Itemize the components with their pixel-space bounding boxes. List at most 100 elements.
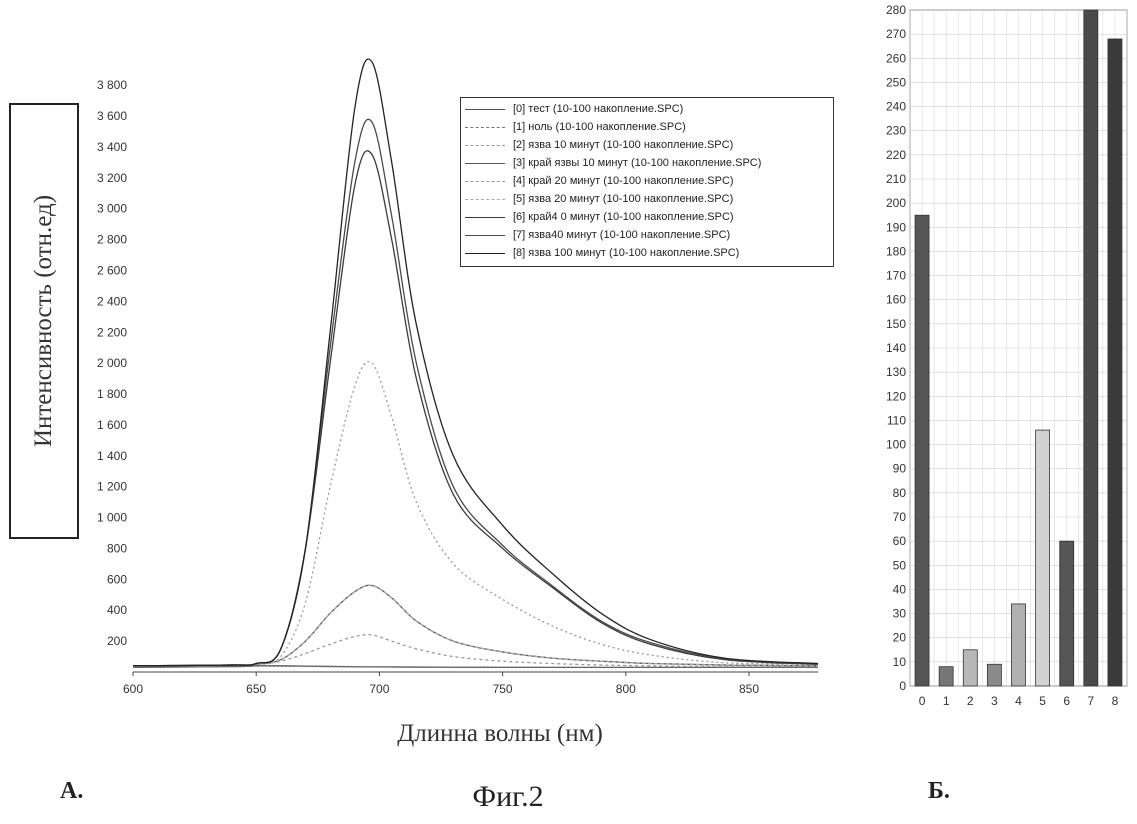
y-tick-label: 190: [886, 220, 906, 234]
figure-caption: Фиг.2: [472, 780, 543, 814]
y-tick-label: 1 400: [97, 449, 127, 463]
y-tick-label: 200: [886, 196, 906, 210]
x-tick-label: 8: [1112, 694, 1119, 708]
y-tick-label: 220: [886, 148, 906, 162]
bar: [915, 215, 929, 686]
series-line: [133, 635, 818, 667]
y-tick-label: 3 800: [97, 78, 127, 92]
x-tick-label: 4: [1015, 694, 1022, 708]
y-tick-label: 240: [886, 100, 906, 114]
legend-item: [6] край4 0 минут (10-100 накопление.SPC…: [465, 208, 734, 226]
y-tick-label: 280: [886, 3, 906, 17]
panel-b-label: Б.: [928, 778, 950, 805]
y-tick-label: 2 200: [97, 325, 127, 339]
y-tick-label: 2 800: [97, 233, 127, 247]
legend-item: [2] язва 10 минут (10-100 накопление.SPC…: [465, 136, 733, 154]
x-tick-label: 800: [616, 682, 636, 696]
x-tick-label: 2: [967, 694, 974, 708]
legend-swatch: [465, 145, 505, 146]
y-tick-label: 120: [886, 389, 906, 403]
legend-label: [2] язва 10 минут (10-100 накопление.SPC…: [513, 139, 733, 151]
legend-label: [5] язва 20 минут (10-100 накопление.SPC…: [513, 193, 733, 205]
y-axis-label: Интенсивность (отн.ед): [30, 195, 58, 447]
y-tick-label: 170: [886, 269, 906, 283]
legend-swatch: [465, 181, 505, 182]
y-tick-label: 800: [107, 541, 127, 555]
legend-item: [0] тест (10-100 накопление.SPC): [465, 100, 683, 118]
y-tick-label: 600: [107, 572, 127, 586]
y-tick-label: 210: [886, 172, 906, 186]
legend-swatch: [465, 163, 505, 164]
legend-item: [1] ноль (10-100 накопление.SPC): [465, 118, 686, 136]
legend-swatch: [465, 253, 505, 254]
legend-swatch: [465, 235, 505, 236]
series-line: [133, 585, 818, 666]
y-tick-label: 200: [107, 634, 127, 648]
y-tick-label: 270: [886, 27, 906, 41]
bar: [939, 667, 953, 686]
x-axis-label: Длинна волны (нм): [397, 720, 603, 748]
y-tick-label: 0: [899, 679, 906, 693]
x-tick-label: 600: [123, 682, 143, 696]
y-tick-label: 260: [886, 51, 906, 65]
x-tick-label: 1: [943, 694, 950, 708]
legend-swatch: [465, 199, 505, 200]
x-tick-label: 3: [991, 694, 998, 708]
bar: [1108, 39, 1122, 686]
legend-label: [4] край 20 минут (10-100 накопление.SPC…: [513, 175, 734, 187]
bar-chart-panel-b: 0102030405060708090100110120130140150160…: [886, 3, 1127, 708]
bar: [1036, 430, 1050, 686]
y-tick-label: 160: [886, 293, 906, 307]
x-tick-label: 6: [1063, 694, 1070, 708]
legend: [0] тест (10-100 накопление.SPC) [1] нол…: [460, 97, 834, 267]
legend-item: [5] язва 20 минут (10-100 накопление.SPC…: [465, 190, 733, 208]
x-tick-label: 5: [1039, 694, 1046, 708]
legend-label: [3] край язвы 10 минут (10-100 накоплени…: [513, 157, 761, 169]
y-tick-label: 2 600: [97, 263, 127, 277]
y-tick-label: 180: [886, 244, 906, 258]
bar: [1060, 541, 1074, 686]
x-tick-label: 7: [1087, 694, 1094, 708]
x-tick-label: 700: [369, 682, 389, 696]
x-tick-label: 850: [739, 682, 759, 696]
y-tick-label: 3 600: [97, 109, 127, 123]
y-tick-label: 3 200: [97, 171, 127, 185]
series-line: [133, 585, 818, 666]
x-tick-label: 750: [493, 682, 513, 696]
y-tick-label: 1 800: [97, 387, 127, 401]
legend-item: [3] край язвы 10 минут (10-100 накоплени…: [465, 154, 761, 172]
y-tick-label: 60: [893, 534, 907, 548]
panel-a-label: А.: [60, 778, 83, 805]
y-tick-label: 1 200: [97, 480, 127, 494]
y-tick-label: 20: [893, 631, 907, 645]
series-line: [133, 362, 818, 666]
y-tick-label: 10: [893, 655, 907, 669]
y-tick-label: 2 000: [97, 356, 127, 370]
bar: [1012, 604, 1026, 686]
legend-label: [0] тест (10-100 накопление.SPC): [513, 103, 683, 115]
x-tick-label: 650: [246, 682, 266, 696]
y-tick-label: 70: [893, 510, 907, 524]
y-tick-label: 130: [886, 365, 906, 379]
legend-label: [7] язва40 минут (10-100 накопление.SPC): [513, 229, 730, 241]
y-tick-label: 1 600: [97, 418, 127, 432]
bar: [987, 664, 1001, 686]
legend-swatch: [465, 127, 505, 128]
y-tick-label: 3 400: [97, 140, 127, 154]
y-tick-label: 80: [893, 486, 907, 500]
legend-label: [1] ноль (10-100 накопление.SPC): [513, 121, 686, 133]
legend-item: [8] язва 100 минут (10-100 накопление.SP…: [465, 244, 739, 262]
y-tick-label: 100: [886, 438, 906, 452]
y-tick-label: 250: [886, 75, 906, 89]
legend-swatch: [465, 217, 505, 218]
y-tick-label: 90: [893, 462, 907, 476]
y-tick-label: 40: [893, 582, 907, 596]
y-tick-label: 1 000: [97, 511, 127, 525]
y-tick-label: 110: [887, 413, 906, 427]
bar: [1084, 10, 1098, 686]
bar: [963, 650, 977, 686]
legend-item: [7] язва40 минут (10-100 накопление.SPC): [465, 226, 730, 244]
y-tick-label: 30: [893, 607, 907, 621]
x-tick-label: 0: [919, 694, 926, 708]
legend-label: [6] край4 0 минут (10-100 накопление.SPC…: [513, 211, 734, 223]
